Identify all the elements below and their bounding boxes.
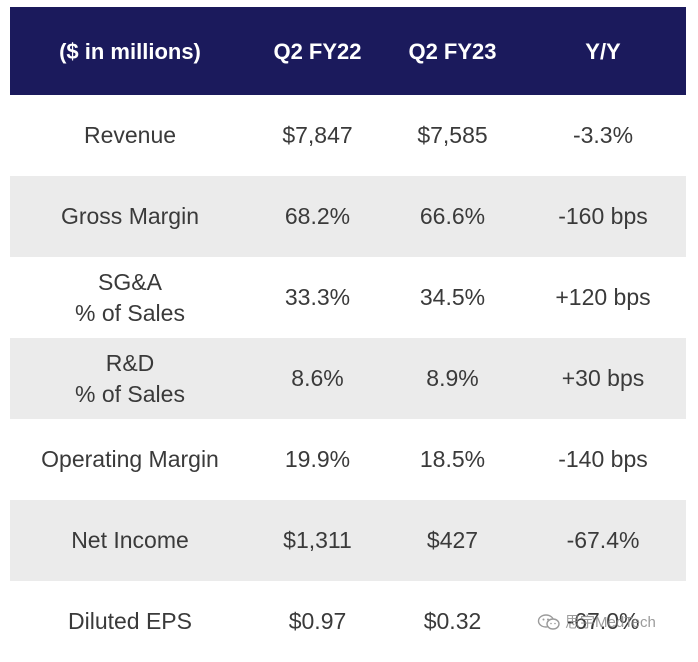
value-q2-fy22: $1,311 — [283, 527, 352, 553]
value-q2-fy23: 34.5% — [419, 284, 486, 310]
header-yoy: Y/Y — [585, 38, 621, 64]
value-yoy: -160 bps — [558, 203, 648, 229]
row-label-line: Diluted EPS — [67, 608, 192, 634]
table-row-revenue: Revenue $7,847 $7,585 -3.3% — [10, 95, 686, 176]
row-label-line: % of Sales — [75, 380, 185, 407]
row-label: Diluted EPS — [10, 606, 250, 637]
row-label: Net Income — [10, 525, 250, 556]
value-q2-fy23: $7,585 — [417, 122, 488, 148]
row-label: SG&A % of Sales — [10, 267, 250, 329]
row-label-line: % of Sales — [75, 299, 185, 326]
table-row-sga: SG&A % of Sales 33.3% 34.5% +120 bps — [10, 257, 686, 338]
row-label-line: Revenue — [83, 122, 177, 148]
header-q2-fy22: Q2 FY22 — [273, 38, 362, 64]
value-q2-fy22: 68.2% — [284, 203, 351, 229]
wechat-icon — [537, 613, 560, 630]
watermark-text: 思宇MedTech — [565, 614, 656, 631]
value-q2-fy22: 8.6% — [291, 365, 344, 391]
header-q2-fy23: Q2 FY23 — [408, 38, 497, 64]
value-yoy: +30 bps — [561, 365, 645, 391]
row-label-line: R&D — [105, 349, 155, 376]
value-q2-fy23: $0.32 — [423, 608, 482, 634]
value-q2-fy23: 18.5% — [419, 446, 486, 472]
table-row-gross-margin: Gross Margin 68.2% 66.6% -160 bps — [10, 176, 686, 257]
row-label: Gross Margin — [10, 201, 250, 232]
value-q2-fy23: 8.9% — [426, 365, 479, 391]
table-header-row: ($ in millions) Q2 FY22 Q2 FY23 Y/Y — [10, 7, 686, 95]
value-q2-fy23: 66.6% — [419, 203, 486, 229]
row-label-line: Operating Margin — [41, 446, 219, 472]
row-label: Operating Margin — [10, 444, 250, 475]
row-label: Revenue — [10, 120, 250, 151]
header-units: ($ in millions) — [59, 38, 201, 64]
table-row-net-income: Net Income $1,311 $427 -67.4% — [10, 500, 686, 581]
table-row-rnd: R&D % of Sales 8.6% 8.9% +30 bps — [10, 338, 686, 419]
value-yoy: +120 bps — [555, 284, 651, 310]
table-row-operating-margin: Operating Margin 19.9% 18.5% -140 bps — [10, 419, 686, 500]
value-q2-fy22: 19.9% — [284, 446, 351, 472]
row-label-line: Net Income — [71, 527, 189, 553]
value-yoy: -140 bps — [558, 446, 648, 472]
watermark: 思宇MedTech — [537, 611, 656, 632]
row-label-line: Gross Margin — [60, 203, 200, 229]
value-q2-fy22: $0.97 — [288, 608, 347, 634]
value-yoy: -67.4% — [566, 527, 640, 553]
table-row-diluted-eps: Diluted EPS $0.97 $0.32 -67.0% — [10, 581, 686, 662]
value-yoy: -67.0% — [566, 608, 640, 634]
row-label: R&D % of Sales — [10, 348, 250, 410]
value-q2-fy22: $7,847 — [282, 122, 353, 148]
value-q2-fy22: 33.3% — [284, 284, 351, 310]
row-label-line: SG&A — [98, 268, 162, 295]
value-yoy: -3.3% — [572, 122, 634, 148]
financial-summary-table: ($ in millions) Q2 FY22 Q2 FY23 Y/Y Reve… — [10, 7, 686, 662]
value-q2-fy23: $427 — [426, 527, 479, 553]
